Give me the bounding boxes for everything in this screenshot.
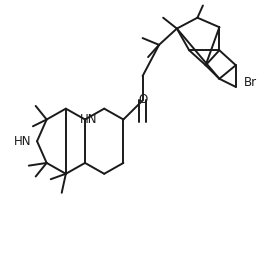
Text: HN: HN (80, 113, 97, 126)
Text: HN: HN (14, 135, 32, 148)
Text: O: O (138, 93, 147, 106)
Text: Br: Br (244, 76, 257, 89)
